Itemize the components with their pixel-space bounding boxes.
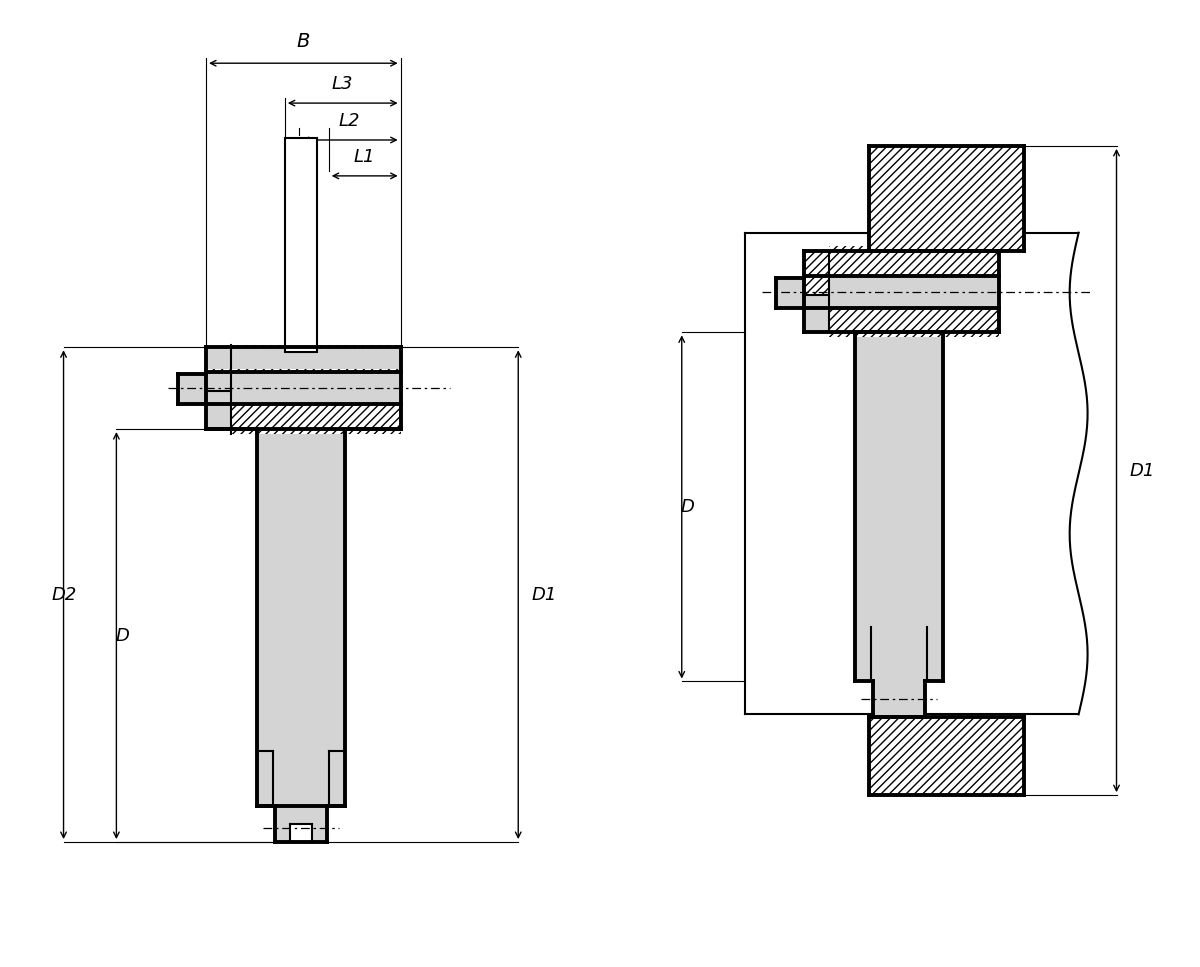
Bar [804, 276, 998, 308]
Text: L1: L1 [354, 148, 376, 166]
Bar [206, 347, 232, 392]
Text: L2: L2 [338, 112, 360, 130]
Bar [257, 429, 344, 806]
Bar [290, 824, 312, 842]
Text: D1: D1 [1129, 461, 1154, 480]
Bar [874, 682, 925, 718]
Text: D2: D2 [52, 586, 77, 603]
Text: L3: L3 [332, 75, 354, 93]
Bar [179, 374, 206, 404]
Text: D: D [115, 627, 130, 645]
Bar [804, 250, 998, 333]
Bar [206, 347, 401, 429]
Text: B: B [296, 32, 310, 51]
Bar [829, 246, 998, 337]
Text: D1: D1 [532, 586, 557, 603]
Bar [744, 233, 1079, 715]
Text: D: D [680, 498, 695, 516]
Bar [232, 345, 401, 434]
Bar [856, 333, 943, 682]
Bar [206, 372, 401, 404]
Bar [284, 138, 317, 352]
Bar [804, 250, 829, 295]
Bar [206, 347, 401, 369]
Bar [869, 718, 1024, 795]
Bar [275, 806, 326, 842]
Bar [869, 146, 1024, 250]
Bar [776, 278, 804, 308]
